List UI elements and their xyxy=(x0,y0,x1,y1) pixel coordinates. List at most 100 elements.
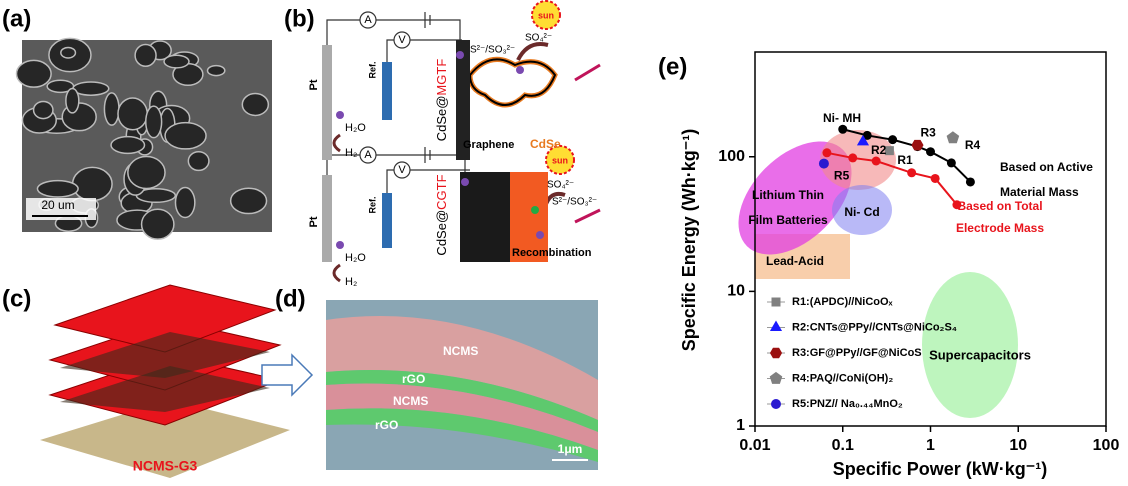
legend-label: R1:(APDC)//NiCoOₓ xyxy=(792,296,894,308)
sulfate: SO₄²⁻ xyxy=(525,33,552,44)
sun-label: sun xyxy=(552,155,568,165)
ammeter: A xyxy=(364,14,372,26)
electrode-material: CdSe@ xyxy=(434,210,449,256)
ref-electrode xyxy=(382,62,392,120)
data-point xyxy=(848,153,858,163)
region xyxy=(820,130,896,190)
pore xyxy=(187,150,210,172)
panel-a: 20 um (a) xyxy=(2,5,272,240)
annotation: Based on Total xyxy=(957,199,1042,213)
graphene-label: Graphene xyxy=(463,139,514,151)
scale-label: 20 um xyxy=(41,198,74,212)
ammeter: A xyxy=(364,149,372,161)
region xyxy=(922,272,1018,418)
pore xyxy=(163,54,190,69)
marker xyxy=(911,139,924,151)
arrow xyxy=(261,353,314,397)
pore xyxy=(60,46,77,59)
point-label: R2 xyxy=(871,143,887,157)
data-point xyxy=(926,147,935,157)
cdse-label: CdSe xyxy=(530,137,561,151)
pore xyxy=(71,166,113,202)
rgo-layer xyxy=(326,370,598,432)
layer-label: NCMS xyxy=(393,394,428,408)
panel-label: (d) xyxy=(275,285,306,312)
annotation: Electrode Mass xyxy=(956,221,1044,235)
legend-label: R3:GF@PPy//GF@NiCoS xyxy=(792,347,922,359)
x-tick-label: 0.01 xyxy=(739,437,770,454)
pore xyxy=(229,187,268,215)
voltmeter: V xyxy=(398,164,406,176)
data-point xyxy=(907,168,917,178)
layer-label: rGO xyxy=(402,372,425,386)
pt-electrode xyxy=(322,45,332,160)
panel-label: (e) xyxy=(658,53,687,80)
recombination-label: Recombination xyxy=(512,247,592,259)
panel-c: (c) NCMS-G3 xyxy=(2,284,290,478)
sulfide: S²⁻/SO₃²⁻ xyxy=(470,45,515,56)
sun-icon xyxy=(531,0,561,30)
panel-e: (e) Specific Power (kW·kg⁻¹) Specific En… xyxy=(658,51,1120,479)
pore xyxy=(140,208,175,240)
sun-label: sun xyxy=(538,10,554,20)
region-label: Lead-Acid xyxy=(766,254,824,268)
data-point xyxy=(946,158,956,168)
point-label: R5 xyxy=(834,169,850,183)
region-label: Lithium Thin xyxy=(752,188,824,202)
region-label: Film Batteries xyxy=(748,213,828,227)
pore xyxy=(127,155,166,190)
layer-label: rGO xyxy=(375,418,398,432)
x-tick-label: 1 xyxy=(926,437,935,454)
scale-label: 1μm xyxy=(558,442,583,456)
panel-label: (a) xyxy=(2,5,31,32)
x-tick-label: 0.1 xyxy=(832,437,854,454)
marker xyxy=(946,131,960,144)
point-label: R3 xyxy=(920,125,936,139)
pore xyxy=(134,43,157,67)
sulfide: S²⁻/SO₃²⁻ xyxy=(552,197,597,208)
x-tick-label: 100 xyxy=(1093,437,1120,454)
legend-marker xyxy=(769,347,783,359)
data-point xyxy=(822,148,832,158)
pore xyxy=(103,92,120,126)
water: H₂O xyxy=(345,252,366,264)
region-label: Supercapacitors xyxy=(929,347,1031,362)
legend-marker xyxy=(769,320,783,331)
panel-d: (d) NCMS rGO NCMS rGO 1μm xyxy=(275,285,598,470)
caption: NCMS-G3 xyxy=(133,458,198,474)
data-point xyxy=(862,130,872,140)
pore xyxy=(15,59,52,88)
circuits xyxy=(326,11,601,283)
x-axis-label: Specific Power (kW·kg⁻¹) xyxy=(833,459,1048,479)
water: H₂O xyxy=(345,122,366,134)
electrode-label: CdSe@MGTF xyxy=(434,59,449,142)
marker xyxy=(884,146,894,156)
legend-marker xyxy=(771,399,781,409)
marker xyxy=(856,134,870,146)
pore xyxy=(117,97,148,131)
pore xyxy=(174,186,196,219)
region-label: Ni- Cd xyxy=(844,205,879,219)
ncms-layer xyxy=(326,383,598,450)
pore xyxy=(206,64,226,77)
ref-label: Ref. xyxy=(367,61,377,78)
pore xyxy=(145,105,163,139)
legend-label: R5:PNZ// Na₀.₄₄MnO₂ xyxy=(792,398,903,410)
pt-electrode xyxy=(322,175,332,262)
region xyxy=(832,185,892,235)
pore xyxy=(36,179,79,198)
point-label: R4 xyxy=(965,138,981,152)
cdse-layer xyxy=(510,172,548,262)
electrode-substrate: MGTF xyxy=(434,59,449,96)
sulfate: SO₄²⁻ xyxy=(547,180,574,191)
pore xyxy=(65,87,80,114)
y-tick-label: 100 xyxy=(718,148,745,165)
pt-label: Pt xyxy=(308,79,320,90)
annotation: Material Mass xyxy=(1000,185,1079,199)
ref-electrode xyxy=(382,193,392,248)
data-point xyxy=(871,156,881,166)
voltmeter: V xyxy=(398,34,406,46)
electrons xyxy=(336,51,544,249)
photoanode xyxy=(456,40,470,160)
